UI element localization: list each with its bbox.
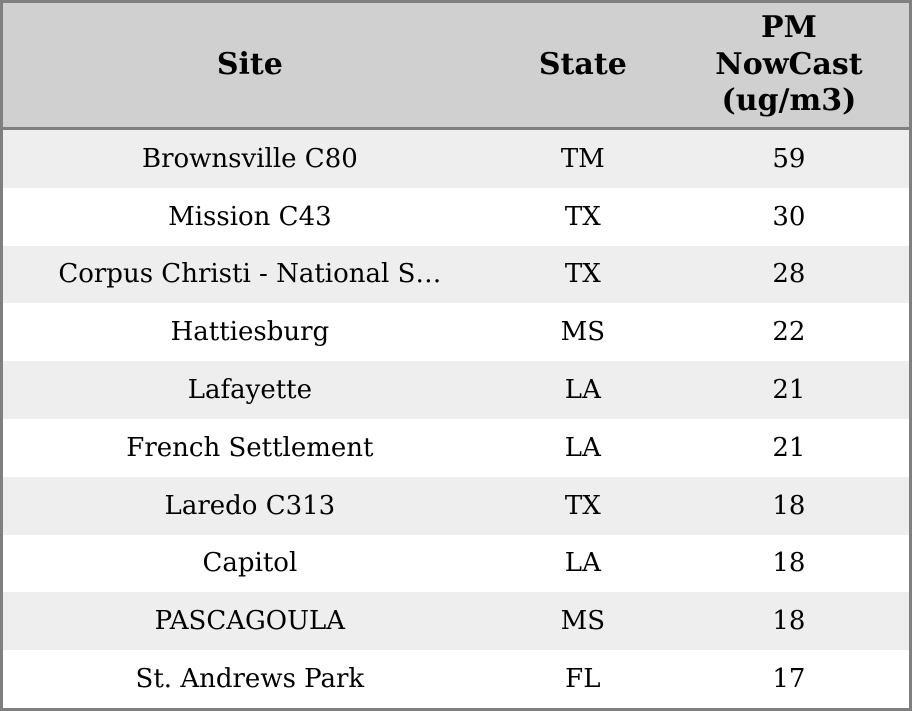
site-cell: Mission C43: [168, 201, 332, 232]
table-row: Capitol LA 18: [3, 534, 909, 593]
site-cell: St. Andrews Park: [135, 664, 365, 695]
table-row: Hattiesburg MS 22: [3, 303, 909, 362]
site-cell: Brownsville C80: [141, 143, 358, 174]
table-body: Brownsville C80 TM 59 Mission C43 TX 30 …: [3, 130, 909, 708]
state-cell: TM: [560, 143, 605, 174]
pm-nowcast-value-cell: 21: [772, 432, 806, 463]
state-cell: MS: [560, 606, 606, 637]
pm-nowcast-value-cell: 17: [772, 664, 806, 695]
state-cell: TX: [564, 201, 601, 232]
table-row: Laredo C313 TX 18: [3, 476, 909, 535]
site-cell: Hattiesburg: [170, 317, 330, 348]
site-cell: Lafayette: [187, 375, 312, 406]
table-row: St. Andrews Park FL 17: [3, 650, 909, 708]
pm-nowcast-value-cell: 18: [772, 548, 806, 579]
state-cell: LA: [564, 375, 601, 406]
pm-nowcast-value-cell: 59: [772, 143, 806, 174]
column-header-site: Site: [216, 46, 283, 82]
state-cell: TX: [564, 490, 601, 521]
column-header-state: State: [538, 46, 627, 82]
state-cell: LA: [564, 432, 601, 463]
table-row: Mission C43 TX 30: [3, 187, 909, 246]
site-cell: Corpus Christi - National S…: [58, 259, 442, 290]
table-row: Brownsville C80 TM 59: [3, 130, 909, 188]
state-cell: FL: [565, 664, 601, 695]
table-row: PASCAGOULA MS 18: [3, 592, 909, 651]
site-cell: Capitol: [202, 548, 298, 579]
pm-nowcast-value-cell: 18: [772, 606, 806, 637]
state-cell: MS: [560, 317, 606, 348]
site-cell: French Settlement: [126, 432, 374, 463]
table-row: Lafayette LA 21: [3, 361, 909, 419]
site-cell: PASCAGOULA: [154, 606, 346, 637]
pm-nowcast-value-cell: 30: [772, 201, 806, 232]
site-cell: Laredo C313: [164, 490, 336, 521]
table-header-row: Site State PM NowCast (ug/m3): [3, 3, 909, 130]
state-cell: LA: [564, 548, 601, 579]
pm-nowcast-value-cell: 21: [772, 375, 806, 406]
pm-nowcast-value-cell: 18: [772, 490, 806, 521]
pm-nowcast-value-cell: 22: [772, 317, 806, 348]
table-row: Corpus Christi - National S… TX 28: [3, 245, 909, 304]
pm-nowcast-value-cell: 28: [772, 259, 806, 290]
state-cell: TX: [564, 259, 601, 290]
column-header-pm-nowcast: PM NowCast (ug/m3): [715, 10, 863, 119]
table-row: French Settlement LA 21: [3, 418, 909, 477]
